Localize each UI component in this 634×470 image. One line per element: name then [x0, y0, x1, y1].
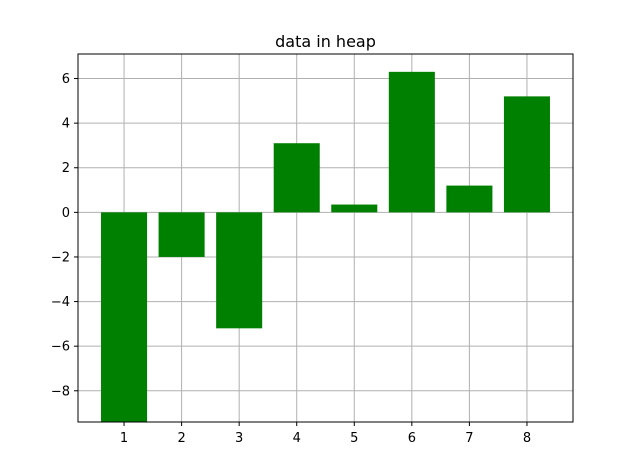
bar-5 — [331, 204, 378, 213]
y-tick-label: 0 — [62, 206, 70, 221]
bar-8 — [503, 96, 550, 213]
bar-1 — [101, 212, 148, 422]
y-tick-label: −4 — [51, 295, 70, 310]
x-tick-label: 8 — [523, 431, 531, 446]
x-tick-label: 6 — [408, 431, 416, 446]
x-tick-label: 3 — [235, 431, 243, 446]
x-tick-label: 5 — [350, 431, 358, 446]
y-tick-label: 2 — [62, 161, 70, 176]
ticks: 1 2 3 4 5 6 7 8 −8 −6 −4 −2 0 2 4 6 — [51, 72, 531, 446]
bar-2 — [158, 212, 205, 257]
bar-4 — [273, 143, 320, 213]
bar-7 — [446, 185, 493, 213]
x-tick-label: 2 — [177, 431, 185, 446]
x-tick-label: 1 — [120, 431, 128, 446]
plot-frame — [77, 53, 574, 423]
y-tick-label: −6 — [51, 340, 70, 355]
chart-title: data in heap — [275, 32, 376, 51]
y-tick-label: −2 — [51, 250, 70, 265]
bar-6 — [388, 71, 435, 213]
y-tick-label: 4 — [62, 117, 70, 132]
bars — [101, 71, 550, 422]
x-tick-label: 7 — [465, 431, 473, 446]
y-tick-label: 6 — [62, 72, 70, 87]
bar-3 — [216, 212, 263, 329]
x-tick-label: 4 — [293, 431, 301, 446]
y-tick-label: −8 — [51, 384, 70, 399]
